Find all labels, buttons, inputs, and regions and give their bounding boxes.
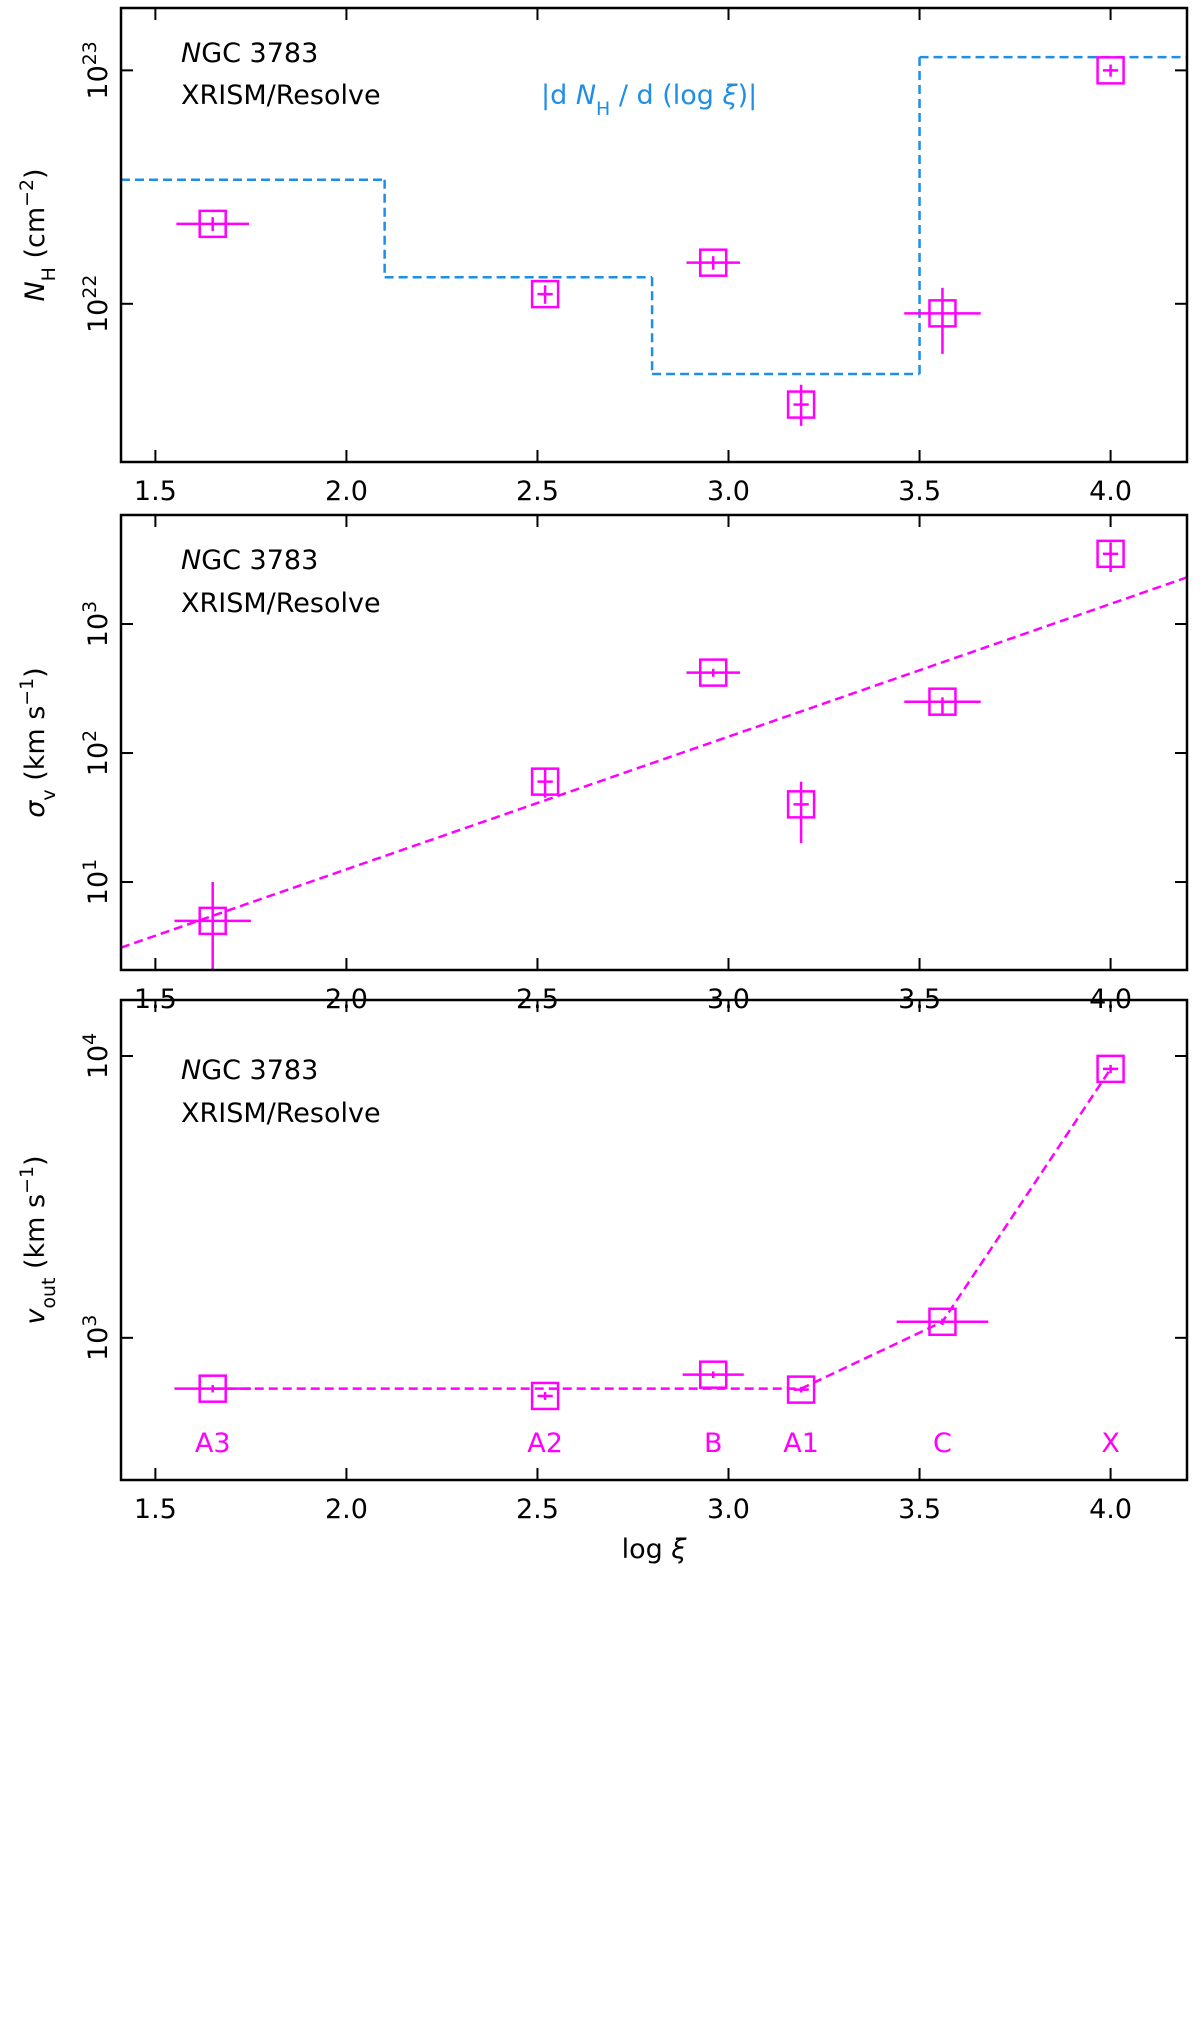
marker (928, 1307, 957, 1337)
marker (928, 687, 957, 716)
marker (786, 790, 816, 819)
plot-area (174, 1054, 1125, 1411)
x-tick-label: 2.5 (516, 1494, 559, 1525)
point-label: B (704, 1428, 723, 1459)
x-tick-label: 1.5 (134, 1494, 177, 1525)
x-tick-label: 2.5 (516, 476, 559, 507)
point-label: C (933, 1428, 952, 1459)
y-tick-label: 103 (79, 1315, 114, 1361)
marker (1096, 1054, 1125, 1084)
x-axis-label: log ξ (622, 1534, 688, 1565)
axes-frame (119, 513, 1189, 972)
x-tick-label: 3.0 (707, 476, 750, 507)
x-tick-label: 3.5 (898, 476, 941, 507)
fit-line (212, 1068, 1112, 1390)
marker (1096, 539, 1125, 569)
annotation: XRISM/Resolve (181, 1098, 381, 1129)
point-label: X (1101, 1428, 1120, 1459)
marker (698, 1360, 728, 1389)
y-tick-label: 1022 (79, 275, 114, 333)
axes-frame (119, 6, 1189, 464)
marker (698, 248, 728, 277)
x-tick-label: 3.0 (707, 1494, 750, 1525)
plot-area (121, 539, 1187, 970)
marker (530, 767, 560, 796)
axes-frame (119, 998, 1189, 1482)
marker (530, 1381, 560, 1411)
x-tick-label: 3.5 (898, 1494, 941, 1525)
y-axis-label: vout (km s−1) (16, 1155, 60, 1324)
y-tick-label: 103 (79, 601, 114, 647)
y-tick-label: 102 (79, 730, 114, 776)
fit-line (121, 576, 1187, 949)
marker (198, 1374, 227, 1403)
x-tick-label: 4.0 (1089, 476, 1132, 507)
panel: 1.5 2.0 2.5 3.0 3.5 4.0 103 104 vout (km s−1) log… (16, 998, 1189, 1565)
marker (928, 299, 957, 328)
marker (786, 1375, 816, 1404)
y-axis-label: NH (cm−2) (16, 168, 60, 301)
annotation: XRISM/Resolve (181, 588, 381, 619)
step-label: |d NH / d (log ξ)| (541, 80, 757, 120)
panel: 1.5 2.0 2.5 3.0 3.5 4.0 1022 1023 NH (cm−2) NGC 3… (16, 6, 1189, 507)
point-label: A2 (527, 1428, 563, 1459)
marker (198, 209, 227, 239)
marker (786, 390, 816, 419)
y-tick-label: 104 (79, 1033, 114, 1079)
marker (1096, 56, 1125, 85)
marker (698, 658, 728, 687)
y-tick-label: 1023 (79, 41, 114, 99)
y-tick-label: 101 (79, 859, 114, 905)
x-tick-label: 1.5 (134, 476, 177, 507)
x-tick-label: 2.0 (325, 476, 368, 507)
y-axis-label: σv (km s−1) (16, 667, 60, 817)
x-tick-label: 2.0 (325, 1494, 368, 1525)
annotation: NGC 3783 (181, 38, 318, 69)
annotation: XRISM/Resolve (181, 80, 381, 111)
marker (530, 279, 560, 309)
point-label: A3 (195, 1428, 231, 1459)
x-tick-label: 4.0 (1089, 1494, 1132, 1525)
annotation: NGC 3783 (181, 545, 318, 576)
marker (198, 906, 227, 936)
annotation: NGC 3783 (181, 1055, 318, 1086)
plot-area (121, 55, 1187, 426)
point-label: A1 (783, 1428, 819, 1459)
